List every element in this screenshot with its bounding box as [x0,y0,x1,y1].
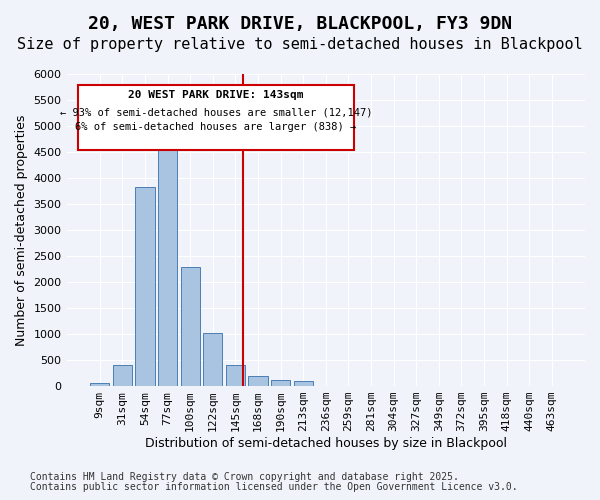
Bar [203,333,223,386]
Text: Size of property relative to semi-detached houses in Blackpool: Size of property relative to semi-detach… [17,38,583,52]
X-axis label: Distribution of semi-detached houses by size in Blackpool: Distribution of semi-detached houses by … [145,437,507,450]
Bar [181,268,200,386]
Bar [90,384,109,386]
Text: ← 93% of semi-detached houses are smaller (12,147): ← 93% of semi-detached houses are smalle… [60,108,372,118]
Text: Contains HM Land Registry data © Crown copyright and database right 2025.: Contains HM Land Registry data © Crown c… [30,472,459,482]
Text: 20 WEST PARK DRIVE: 143sqm: 20 WEST PARK DRIVE: 143sqm [128,90,304,100]
Text: 20, WEST PARK DRIVE, BLACKPOOL, FY3 9DN: 20, WEST PARK DRIVE, BLACKPOOL, FY3 9DN [88,15,512,33]
Bar [226,366,245,386]
Bar [293,381,313,386]
Text: 6% of semi-detached houses are larger (838) →: 6% of semi-detached houses are larger (8… [76,122,356,132]
Bar [113,366,132,386]
Bar [271,380,290,386]
Y-axis label: Number of semi-detached properties: Number of semi-detached properties [15,114,28,346]
Text: Contains public sector information licensed under the Open Government Licence v3: Contains public sector information licen… [30,482,518,492]
Bar [158,144,177,386]
Bar [136,188,155,386]
Bar [248,376,268,386]
